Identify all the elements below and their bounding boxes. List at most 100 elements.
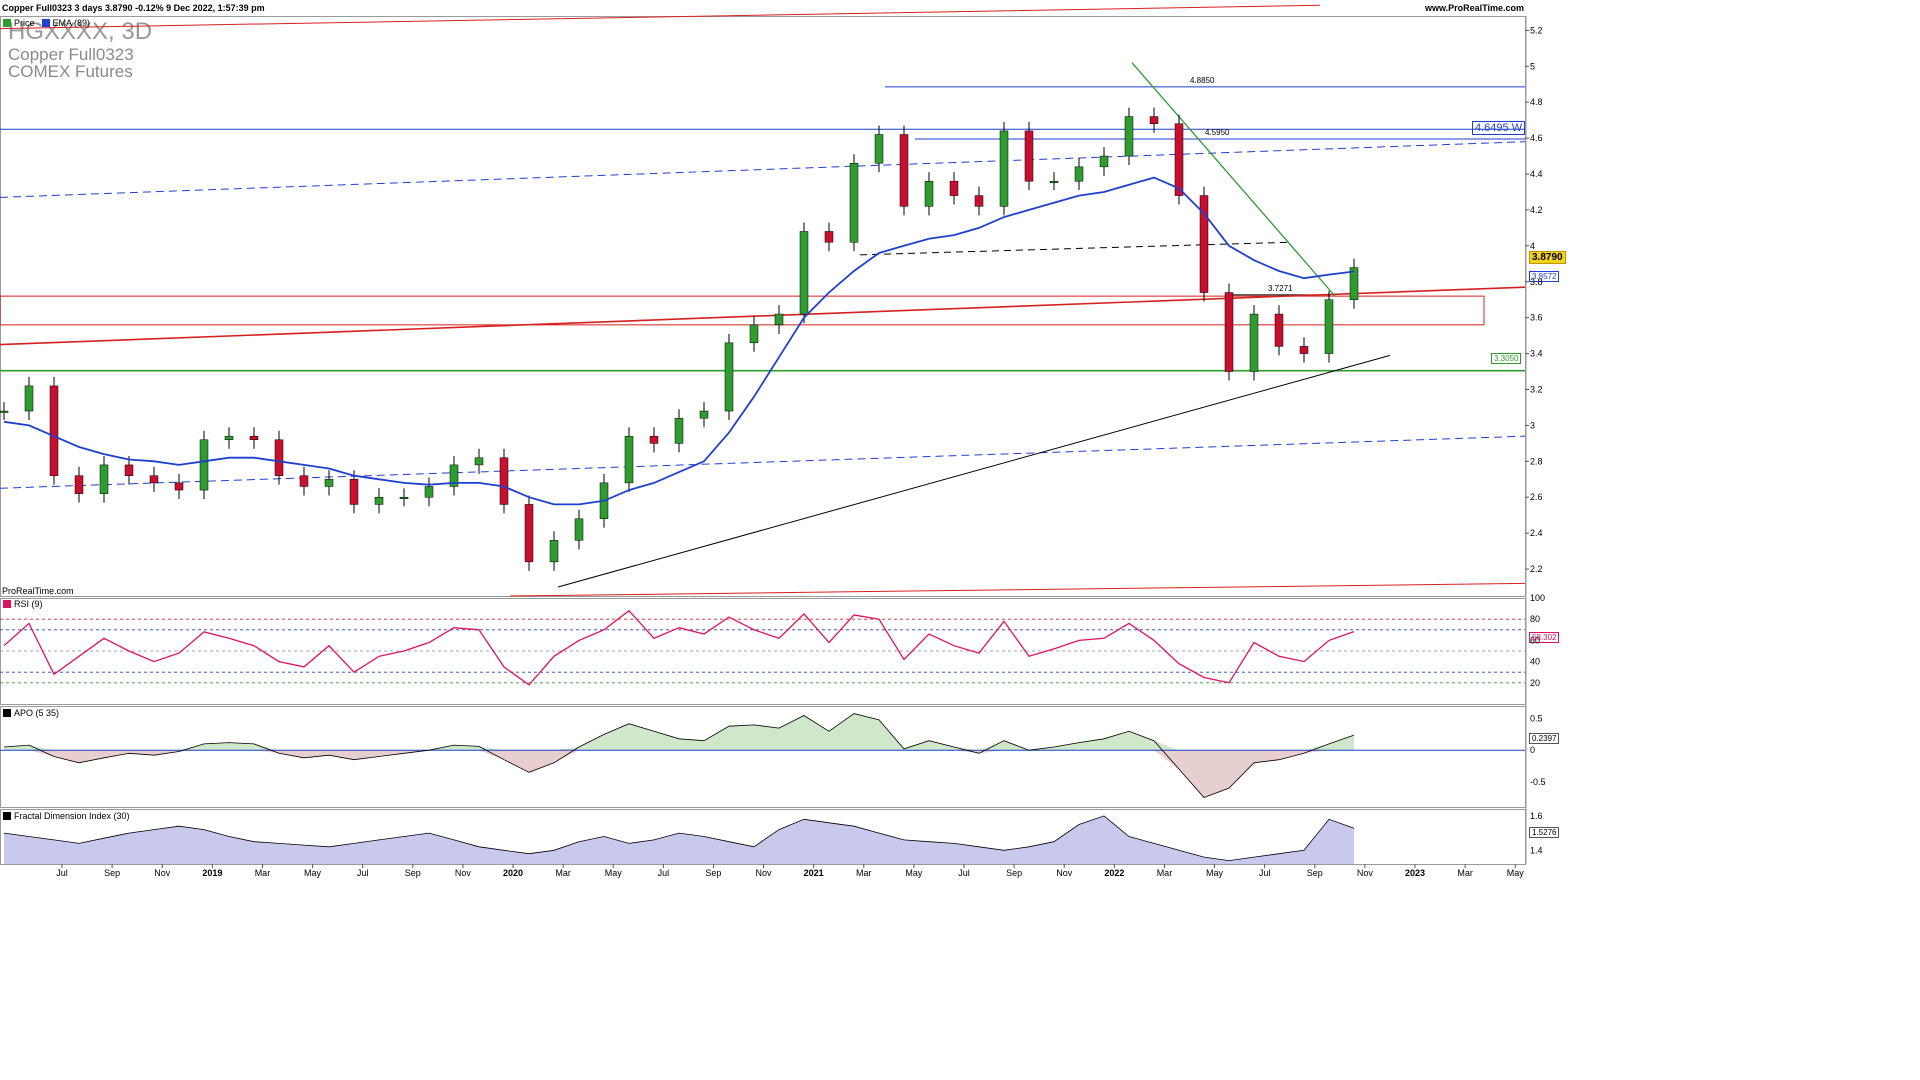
x-axis-label: Sep: [405, 868, 421, 878]
ema-line: [3, 176, 1355, 506]
level-label-high: 4.8850: [1190, 76, 1215, 85]
candle-body: [1024, 130, 1034, 182]
candle-body: [1349, 267, 1359, 300]
candle-body: [174, 482, 184, 491]
rsi-y-tick-label: 60: [1530, 635, 1540, 645]
rsi-panel-frame: [0, 598, 1526, 705]
candle-body: [549, 540, 559, 563]
x-axis-label: Sep: [1006, 868, 1022, 878]
candle-body: [874, 134, 884, 164]
ema-value-box: 3.8572: [1529, 271, 1560, 282]
fdi-title: Fractal Dimension Index (30): [14, 811, 130, 821]
candle-body: [999, 130, 1009, 207]
rsi-value-box: 68.302: [1529, 632, 1560, 643]
price-y-tick-label: 3.4: [1530, 349, 1543, 359]
apo-value-box: 0.2397: [1529, 733, 1560, 744]
price-y-tick-label: 3: [1530, 420, 1535, 430]
apo-panel-frame: [0, 706, 1526, 808]
candle-body: [49, 385, 59, 476]
price-y-tick-label: 2.4: [1530, 528, 1543, 538]
candle-body: [499, 457, 509, 505]
fdi-area: [4, 815, 1354, 864]
candle-body: [974, 195, 984, 207]
candle-body: [124, 464, 134, 476]
price-panel-frame: [0, 16, 1526, 597]
x-axis-label: May: [1206, 868, 1224, 878]
candle-body: [374, 496, 384, 505]
price-y-tick-label: 4: [1530, 241, 1535, 251]
rsi-legend-swatch: [3, 600, 11, 608]
x-axis-label: Sep: [705, 868, 721, 878]
candle-body: [224, 435, 234, 441]
candle-body: [524, 504, 534, 563]
x-axis-label: Mar: [555, 868, 571, 878]
green-downtrend: [1131, 62, 1336, 297]
watermark-exchange: COMEX Futures: [8, 62, 133, 81]
long-term-uptrend: [557, 354, 1391, 588]
website-label[interactable]: www.ProRealTime.com: [1424, 3, 1524, 13]
x-axis-label: Mar: [856, 868, 872, 878]
candle-body: [899, 134, 909, 207]
price-y-tick-label: 3.8: [1530, 277, 1543, 287]
apo-legend: APO (5 35): [3, 708, 59, 718]
last-price-box: 3.8790: [1529, 251, 1566, 264]
candle-body: [849, 162, 859, 243]
price-legend-swatch: [3, 19, 11, 27]
candle-body: [349, 479, 359, 505]
x-axis-label: Jul: [357, 868, 369, 878]
x-axis-label: 2019: [202, 868, 222, 878]
x-axis-label: Nov: [1357, 868, 1374, 878]
price-y-tick-label: 5.2: [1530, 25, 1543, 35]
x-axis-label: 2020: [503, 868, 523, 878]
candle-body: [99, 464, 109, 494]
support-box: 3.3050: [1491, 353, 1522, 364]
x-axis-label: Nov: [154, 868, 171, 878]
x-axis-label: Jul: [658, 868, 670, 878]
candle-body: [949, 180, 959, 196]
candle-body: [249, 435, 259, 441]
instrument-header: Copper Full0323 3 days 3.8790 -0.12% 9 D…: [2, 3, 265, 13]
rsi-y-tick-label: 100: [1530, 593, 1545, 603]
x-axis-label: Sep: [1307, 868, 1323, 878]
price-y-tick-label: 2.2: [1530, 564, 1543, 574]
candle-body: [399, 496, 409, 499]
neckline-dashed: [859, 241, 1291, 256]
x-axis-label: Nov: [1056, 868, 1073, 878]
candle-body: [1174, 123, 1184, 196]
candle-body: [299, 475, 309, 487]
candle-body: [24, 385, 34, 412]
price-y-tick-label: 4.4: [1530, 169, 1543, 179]
resistance-zone-box: [0, 295, 1485, 326]
x-axis-label: May: [605, 868, 623, 878]
x-axis-label: Jul: [56, 868, 68, 878]
x-axis-label: Jul: [958, 868, 970, 878]
source-label: ProRealTime.com: [2, 586, 74, 596]
candle-body: [1199, 195, 1209, 293]
candle-body: [274, 439, 284, 476]
x-axis-label: Sep: [104, 868, 120, 878]
price-y-tick-label: 2.8: [1530, 456, 1543, 466]
candle-body: [324, 479, 334, 487]
candle-body: [699, 410, 709, 419]
candle-body: [1249, 313, 1259, 372]
candle-body: [1324, 299, 1334, 354]
candle-body: [774, 313, 784, 326]
candle-body: [624, 435, 634, 484]
fdi-y-tick-label: 1.6: [1530, 811, 1543, 821]
rsi-legend: RSI (9): [3, 599, 43, 609]
ema-legend-label: EMA (89): [52, 18, 91, 28]
candle-body: [1274, 313, 1284, 347]
x-axis-label: Nov: [756, 868, 773, 878]
ema-legend-swatch: [41, 19, 50, 27]
level-label-swing: 3.7271: [1268, 284, 1293, 293]
x-axis-label: Jul: [1259, 868, 1271, 878]
candle-body: [424, 486, 434, 498]
level-label-mid: 4.5950: [1205, 128, 1230, 137]
red-trendline: [0, 286, 1526, 346]
candle-body: [1149, 116, 1159, 124]
x-axis-label: Mar: [1457, 868, 1473, 878]
chart-canvas[interactable]: 5.2 5 4.8 4.6 4.4 4.2 4 3.8 3.6 3.4 3.2 3 2.8 2.6 2.4 2…: [0, 0, 1568, 882]
apo-y-tick-label: 0: [1530, 745, 1535, 755]
price-legend-label: Price: [14, 18, 35, 28]
fdi-y-tick-label: 1.4: [1530, 845, 1543, 855]
